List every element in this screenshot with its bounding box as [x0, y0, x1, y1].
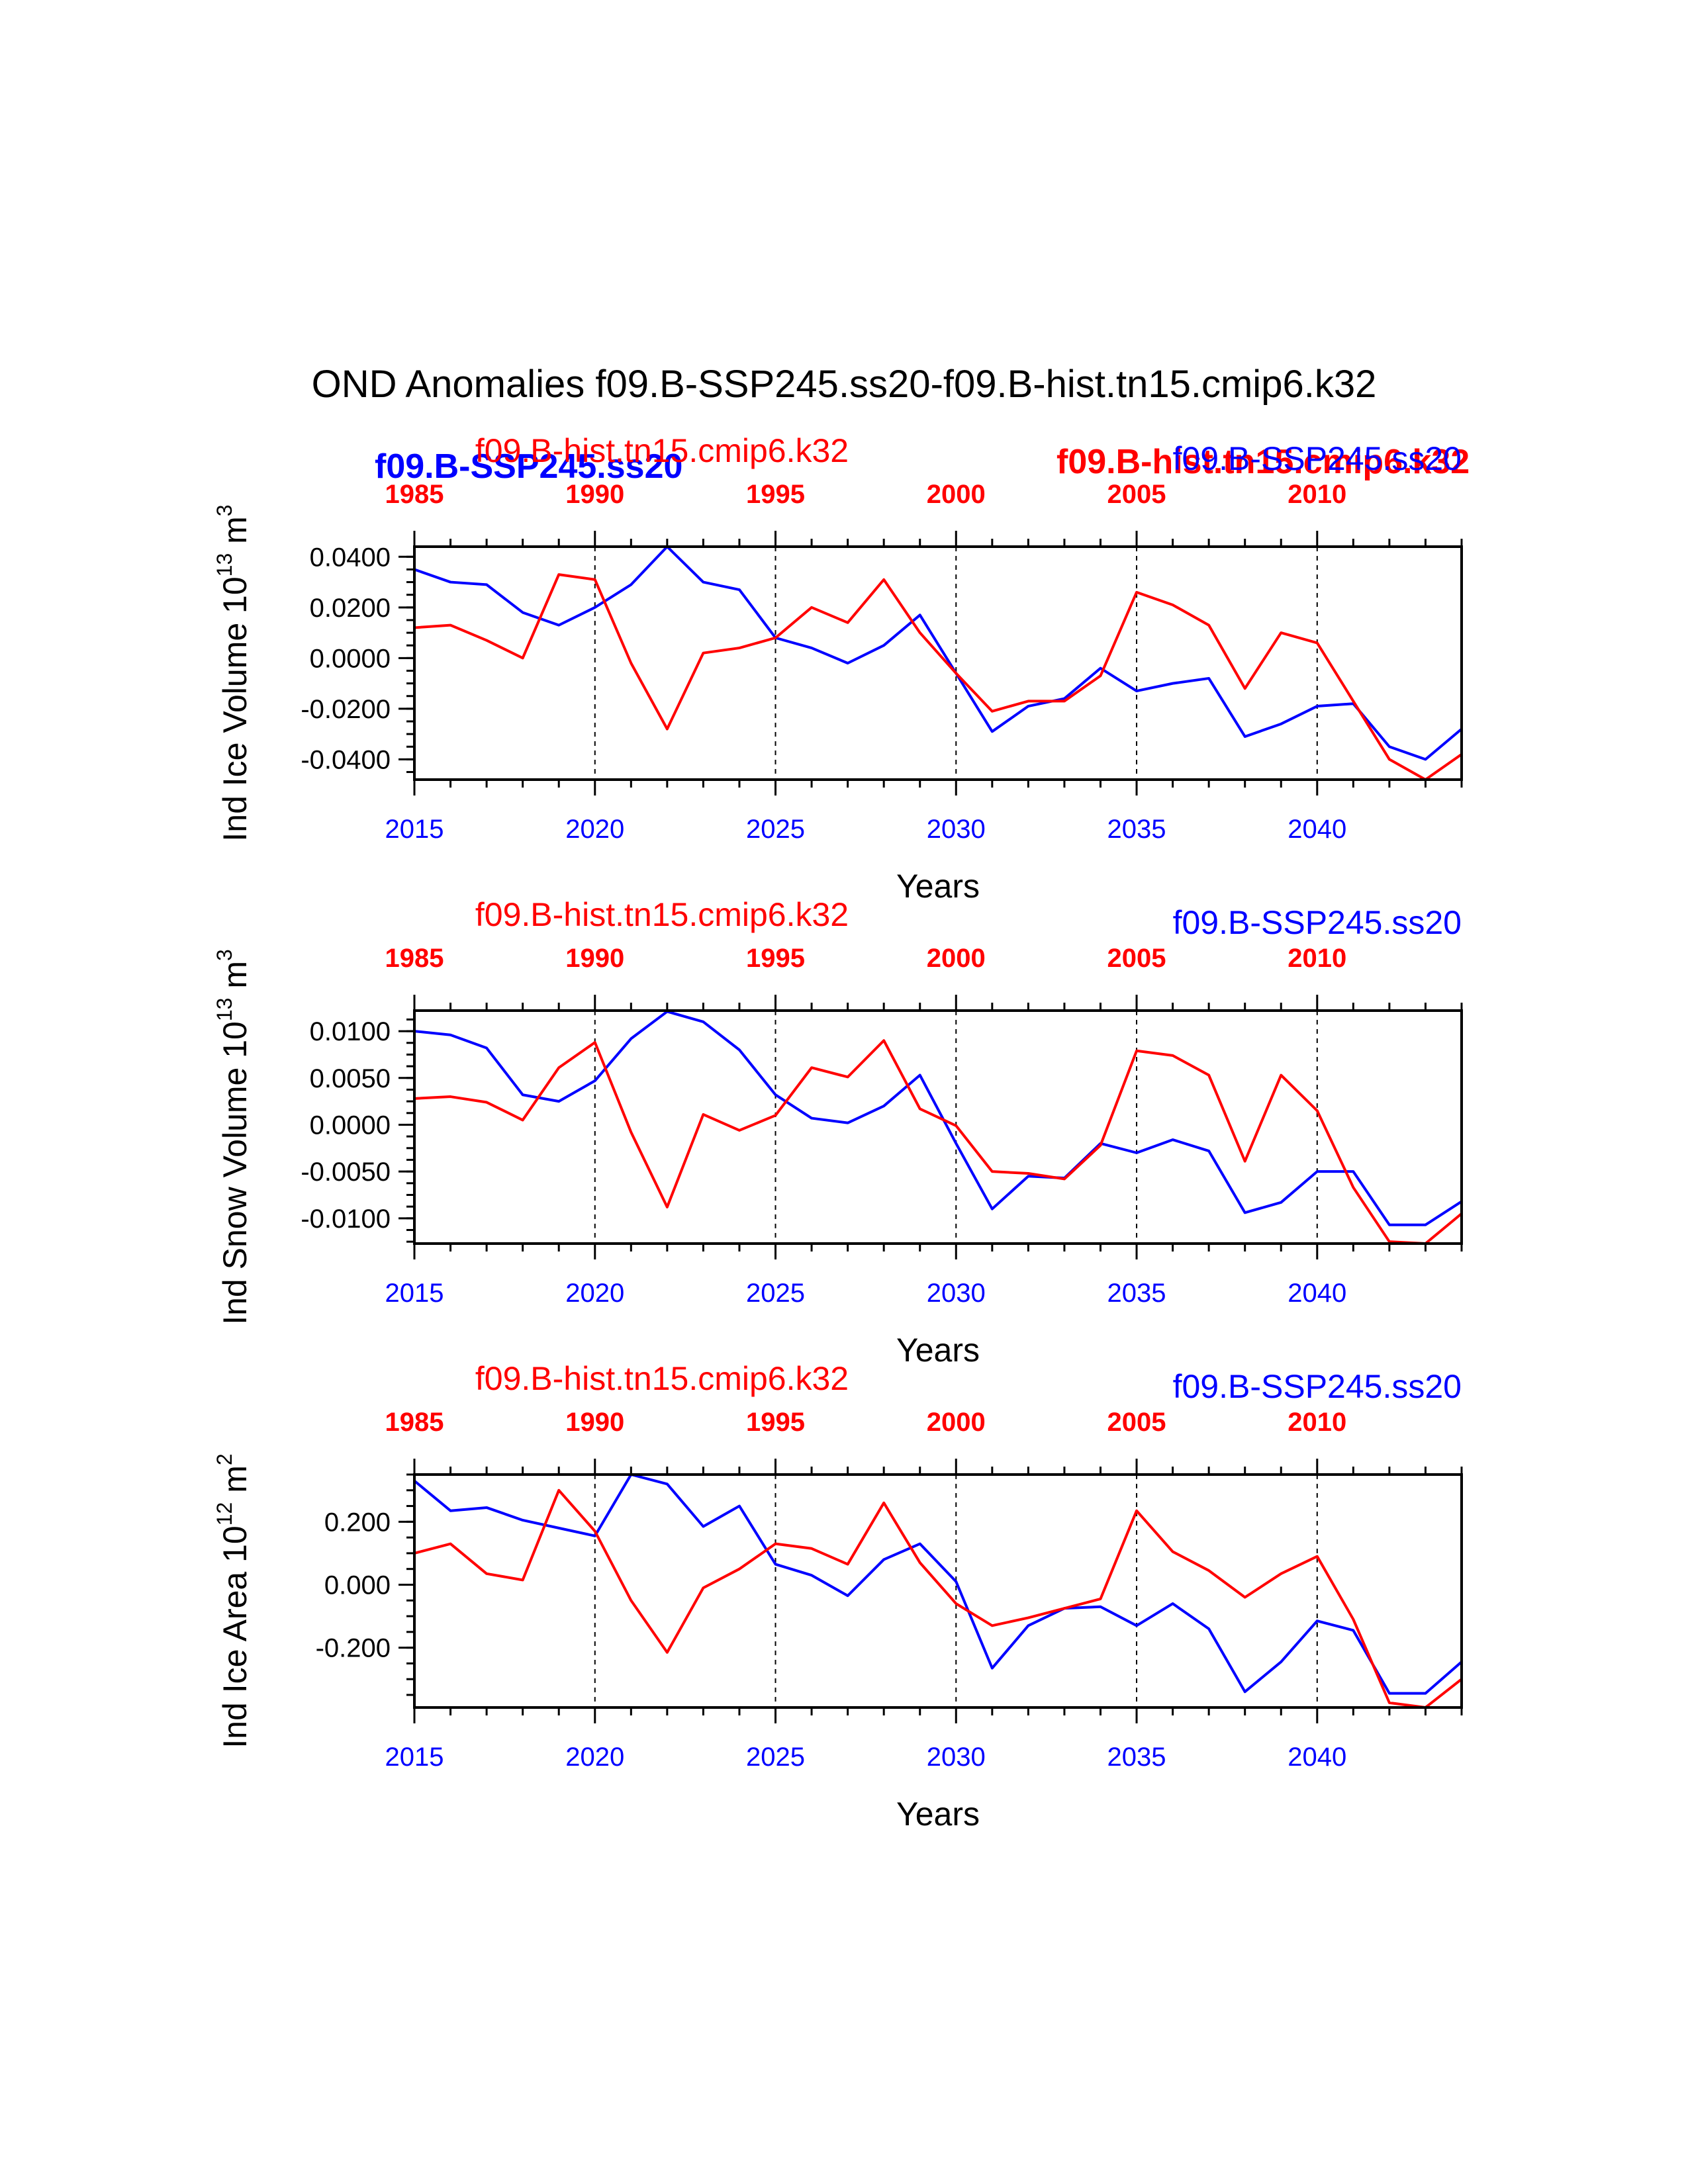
y-tick-label: -0.0100 [301, 1205, 391, 1234]
panel-ice-area: 2015 2020 2025 2030 2035 2040 1985 1990 1995 2000… [212, 1360, 1463, 1833]
x-tick-label-top: 2000 [927, 944, 986, 973]
y-tick-label: -0.0400 [301, 745, 391, 774]
y-axis-label: Ind Ice Volume 1013 m3 [212, 504, 254, 841]
series-label-ssp: f09.B-SSP245.ss20 [1173, 1368, 1462, 1405]
x-tick-label-top: 1995 [746, 1408, 805, 1437]
x-tick-label-top: 2010 [1288, 480, 1346, 509]
x-tick-label-top: 2000 [927, 1408, 986, 1437]
y-axis-label-text: Ind Snow Volume 10 [216, 1021, 254, 1325]
y-tick-label: 0.0100 [310, 1017, 391, 1046]
y-tick-label: 0.0050 [310, 1064, 391, 1093]
x-tick-label-bottom: 2020 [565, 1743, 624, 1772]
x-tick-label-top: 2005 [1107, 944, 1166, 973]
plot-frame [413, 545, 1463, 781]
y-axis-label-exponent: 13 [212, 553, 236, 577]
x-axis-label: Years [896, 1332, 980, 1369]
y-tick-label: -0.200 [316, 1634, 391, 1663]
panel-snow-volume: 2015 2020 2025 2030 2035 2040 1985 1990 1995 2000… [212, 896, 1463, 1369]
series-label-hist: f09.B-hist.tn15.cmip6.k32 [475, 1360, 849, 1397]
x-tick-label-bottom: 2015 [385, 1279, 444, 1308]
x-tick-label-bottom: 2025 [746, 1743, 805, 1772]
y-axis-label-unit: m [216, 1465, 254, 1502]
x-tick-label-bottom: 2020 [565, 815, 624, 844]
y-tick-label: 0.0000 [310, 1111, 391, 1140]
x-tick-label-top: 1990 [565, 480, 624, 509]
x-tick-label-bottom: 2025 [746, 1279, 805, 1308]
y-axis-label-unit: m [216, 516, 254, 553]
x-tick-label-top: 1985 [385, 480, 444, 509]
x-tick-label-bottom: 2030 [927, 1279, 986, 1308]
overlay-label-ssp: f09.B-SSP245.ss20 [375, 447, 682, 486]
x-tick-label-top: 1995 [746, 480, 805, 509]
y-axis-label-exponent: 12 [212, 1502, 236, 1526]
figure-title: OND Anomalies f09.B-SSP245.ss20-f09.B-hi… [312, 363, 1377, 406]
x-tick-label-top: 2010 [1288, 1408, 1346, 1437]
series-line-hist [414, 1039, 1463, 1245]
series-label-hist: f09.B-hist.tn15.cmip6.k32 [475, 896, 849, 933]
y-axis-label-text: Ind Ice Volume 10 [216, 576, 254, 841]
y-tick-label: -0.0200 [301, 695, 391, 724]
series-line-ssp245 [414, 1010, 1463, 1226]
plot-frame [413, 1473, 1463, 1709]
x-tick-label-bottom: 2020 [565, 1279, 624, 1308]
panel-ice-volume: 2015 2020 2025 2030 2035 2040 1985 1990 1995 2000… [212, 432, 1463, 905]
x-tick-label-top: 2000 [927, 480, 986, 509]
series-line-ssp245 [413, 1473, 1463, 1695]
y-axis-label-exponent: 13 [212, 998, 236, 1022]
x-tick-label-bottom: 2035 [1107, 1279, 1166, 1308]
x-tick-label-top: 1990 [565, 944, 624, 973]
y-tick-label: 0.000 [324, 1570, 391, 1600]
x-tick-label-top: 2005 [1107, 1408, 1166, 1437]
x-tick-label-top: 1985 [385, 944, 444, 973]
y-tick-label: 0.0200 [310, 594, 391, 623]
x-axis-label: Years [896, 868, 980, 905]
x-tick-label-bottom: 2040 [1288, 1279, 1346, 1308]
series-line-ssp245 [414, 545, 1463, 761]
y-tick-label: 0.200 [324, 1508, 391, 1537]
y-tick-label: 0.0000 [310, 644, 391, 673]
x-tick-label-bottom: 2035 [1107, 1743, 1166, 1772]
y-axis-label-unit: m [216, 961, 254, 998]
series-label-ssp: f09.B-SSP245.ss20 [1173, 904, 1462, 941]
y-tick-label: 0.0400 [310, 543, 391, 572]
x-tick-label-top: 1990 [565, 1408, 624, 1437]
series-label-ssp: f09.B-SSP245.ss20 [1173, 440, 1462, 477]
series-line-hist [414, 573, 1463, 781]
x-tick-label-bottom: 2025 [746, 815, 805, 844]
x-tick-label-top: 2005 [1107, 480, 1166, 509]
x-tick-label-top: 2010 [1288, 944, 1346, 973]
x-tick-label-top: 1995 [746, 944, 805, 973]
y-axis-label: Ind Snow Volume 1013 m3 [212, 949, 254, 1325]
y-tick-label: -0.0050 [301, 1158, 391, 1187]
x-axis-label: Years [896, 1796, 980, 1833]
y-axis-label-text: Ind Ice Area 10 [216, 1525, 254, 1748]
y-axis-label-unit-exponent: 3 [212, 504, 236, 516]
series-line-hist [414, 1488, 1463, 1709]
x-tick-label-bottom: 2015 [385, 1743, 444, 1772]
y-axis-label-unit-exponent: 3 [212, 949, 236, 961]
overlay-label-hist: f09.B-hist.tn15.cmip6.k32 [1056, 443, 1470, 481]
x-tick-label-top: 1985 [385, 1408, 444, 1437]
x-tick-label-bottom: 2030 [927, 815, 986, 844]
x-tick-label-bottom: 2030 [927, 1743, 986, 1772]
x-tick-label-bottom: 2035 [1107, 815, 1166, 844]
x-tick-label-bottom: 2015 [385, 815, 444, 844]
plot-frame [413, 1009, 1463, 1245]
y-axis-label-unit-exponent: 2 [212, 1453, 236, 1465]
series-label-hist: f09.B-hist.tn15.cmip6.k32 [475, 432, 849, 469]
x-tick-label-bottom: 2040 [1288, 815, 1346, 844]
x-tick-label-bottom: 2040 [1288, 1743, 1346, 1772]
y-axis-label: Ind Ice Area 1012 m2 [212, 1453, 254, 1748]
